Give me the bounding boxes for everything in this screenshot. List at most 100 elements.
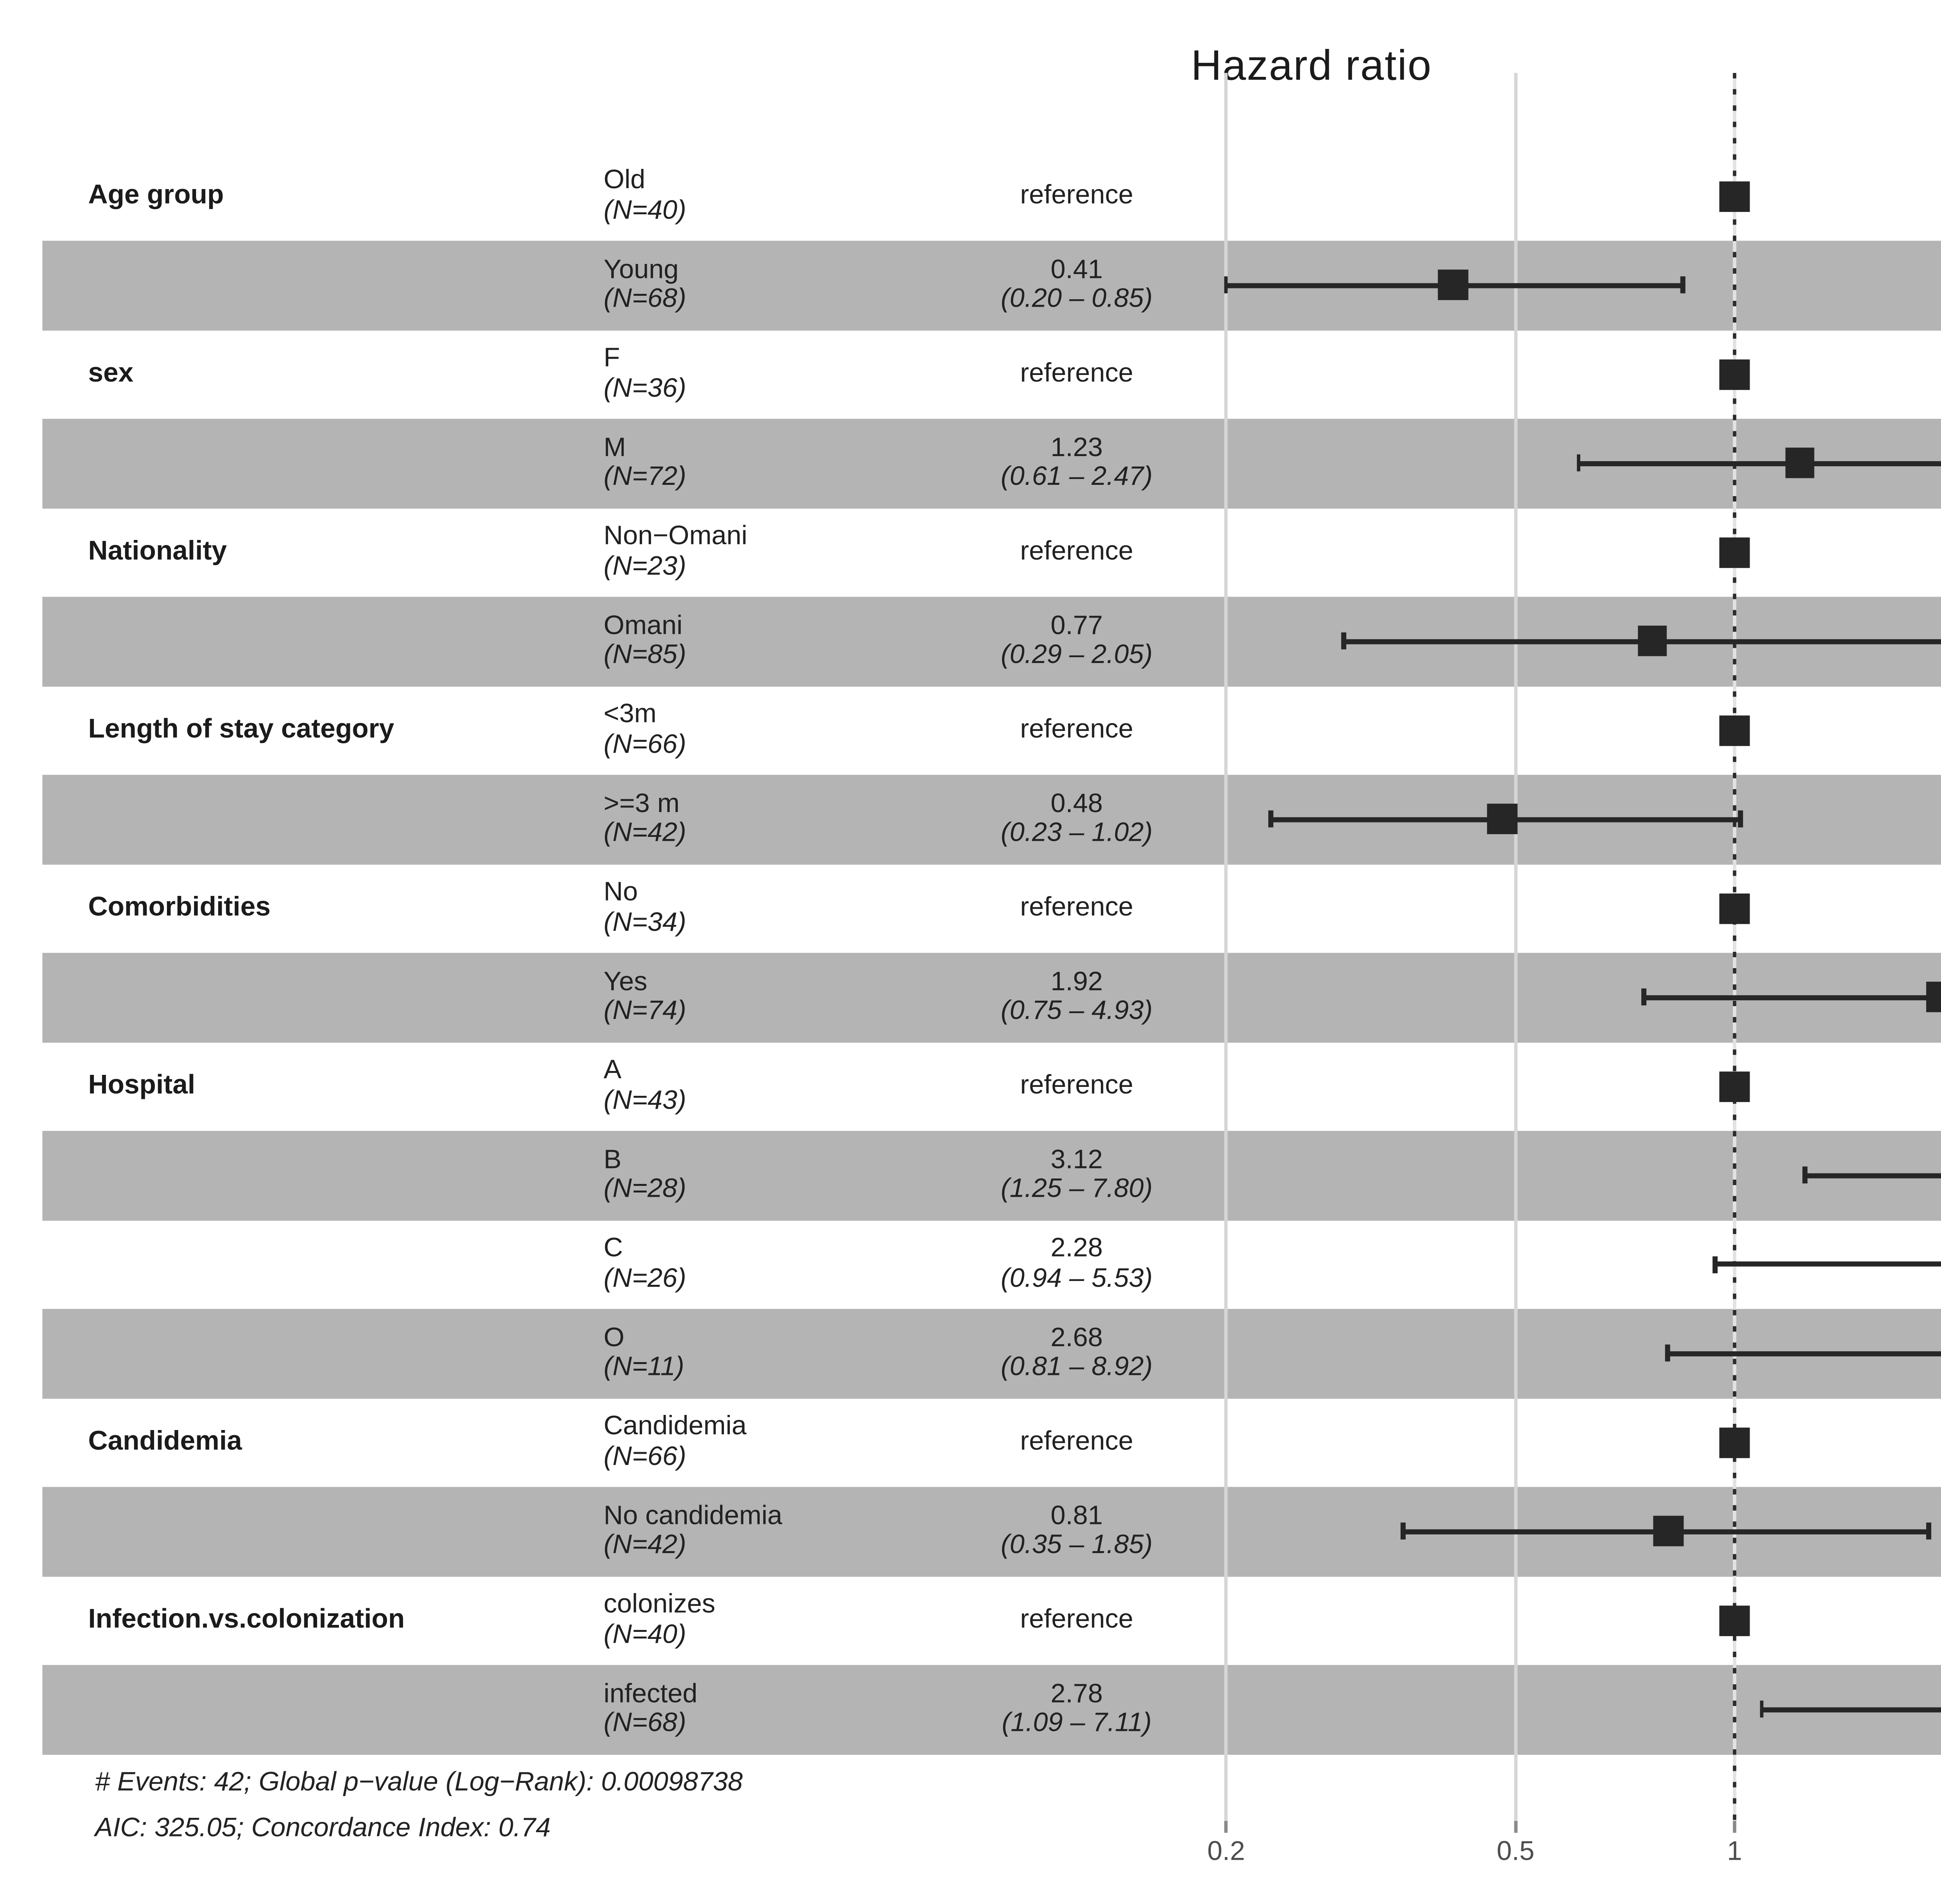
forest-marker [1719,1605,1750,1635]
variable-label: Nationality [88,537,227,566]
axis-tick [1514,1820,1517,1833]
n-label: (N=34) [603,908,686,937]
axis-tick [1733,1820,1736,1833]
forest-marker [1925,982,1941,1012]
estimate-cell: 0.48 (0.23 – 1.02) [861,790,1292,849]
level-name: Candidemia [603,1412,747,1442]
n-label: (N=68) [603,1709,686,1739]
n-label: (N=26) [603,1264,686,1293]
ci-label: (0.81 – 8.92) [1000,1353,1153,1382]
forest-marker [1719,181,1750,211]
estimate-cell: 1.92 (0.75 – 4.93) [861,967,1292,1027]
reference-label: reference [1020,359,1134,388]
n-label: (N=36) [603,374,686,403]
estimate-cell: 1.23 (0.61 – 2.47) [861,434,1292,493]
estimate-cell: 0.41 (0.20 – 0.85) [861,255,1292,315]
n-label: (N=66) [603,1442,686,1472]
error-bar [1805,1173,1941,1178]
axis-tick [1224,1820,1227,1833]
level-name: Old [603,166,646,195]
level-name: Yes [603,967,648,996]
variable-label: Hospital [88,1071,195,1100]
reference-label: reference [1020,1605,1134,1634]
n-label: (N=43) [603,1086,686,1115]
error-bar-cap-left [1576,455,1581,472]
level-label: Old (N=40) [604,167,994,226]
error-bar [1715,1262,1941,1267]
row-band-shaded [42,1309,1941,1398]
forest-marker [1719,537,1750,568]
level-name: Young [603,255,679,285]
forest-marker [1653,1516,1683,1546]
n-label: (N=85) [603,641,686,670]
estimate-value: 3.12 [1050,1146,1103,1175]
error-bar [1762,1707,1941,1712]
footer-events-stats: # Events: 42; Global p−value (Log−Rank):… [95,1768,743,1797]
reference-label: reference [1020,1427,1134,1456]
level-label: infected (N=68) [604,1680,994,1739]
level-label: F (N=36) [604,344,994,404]
n-label: (N=23) [603,552,686,581]
level-label: Non−Omani (N=23) [604,522,994,582]
error-bar-cap-left [1665,1345,1670,1362]
chart-title: Hazard ratio [1191,42,1432,90]
error-bar-cap-left [1802,1167,1807,1184]
estimate-value: 0.81 [1050,1501,1103,1531]
estimate-cell: 0.77 (0.29 – 2.05) [861,611,1292,671]
ci-label: (0.20 – 0.85) [1000,285,1153,314]
estimate-cell: reference [861,1071,1292,1101]
forest-marker [1719,1427,1750,1458]
level-name: infected [603,1679,698,1709]
error-bar-cap-left [1268,811,1273,828]
ci-label: (1.25 – 7.80) [1000,1175,1153,1205]
variable-label: Age group [88,181,224,210]
forest-marker [1719,715,1750,745]
estimate-value: 0.77 [1050,611,1103,640]
variable-label: Comorbidities [88,893,271,922]
axis-tick-label: 2 [1894,1838,1941,1869]
error-bar-cap-left [1759,1701,1764,1718]
error-bar-cap-right [1926,1523,1931,1540]
level-label: No (N=34) [604,878,994,938]
level-name: O [603,1323,625,1352]
n-label: (N=42) [603,819,686,848]
estimate-cell: reference [861,715,1292,745]
forest-marker [1785,448,1815,478]
estimate-cell: reference [861,893,1292,923]
estimate-cell: 2.78 (1.09 – 7.11) [861,1680,1292,1739]
n-label: (N=72) [603,463,686,492]
error-bar-cap-right [1681,277,1686,294]
n-label: (N=68) [603,285,686,314]
estimate-cell: 2.28 (0.94 – 5.53) [861,1234,1292,1294]
level-label: Candidemia (N=66) [604,1413,994,1472]
variable-label: sex [88,359,134,388]
row-band-shaded [42,1131,1941,1220]
row-band-shaded [42,1665,1941,1754]
variable-label: Candidemia [88,1427,242,1456]
forest-marker [1719,359,1750,389]
level-name: Omani [603,611,683,640]
level-name: B [603,1146,622,1175]
estimate-cell: reference [861,181,1292,211]
forest-marker [1637,626,1667,656]
ci-label: (1.09 – 7.11) [1002,1709,1152,1739]
level-name: No candidemia [603,1501,783,1531]
variable-label: Infection.vs.colonization [88,1605,405,1634]
estimate-cell: reference [861,1427,1292,1457]
level-label: M (N=72) [604,434,994,493]
n-label: (N=40) [603,196,686,225]
ci-label: (0.29 – 2.05) [1000,641,1153,670]
footer-model-stats: AIC: 325.05; Concordance Index: 0.74 [95,1814,551,1843]
ci-label: (0.61 – 2.47) [1000,463,1153,492]
level-name: colonizes [603,1590,715,1619]
reference-label: reference [1020,893,1134,922]
forest-marker [1488,804,1518,835]
axis-tick-label: 0.5 [1497,1838,1535,1867]
estimate-value: 2.78 [1050,1679,1103,1709]
error-bar-cap-left [1341,633,1346,650]
error-bar [1578,461,1941,466]
variable-label: Length of stay category [88,715,394,744]
level-name: >=3 m [603,789,680,819]
level-label: >=3 m (N=42) [604,790,994,849]
